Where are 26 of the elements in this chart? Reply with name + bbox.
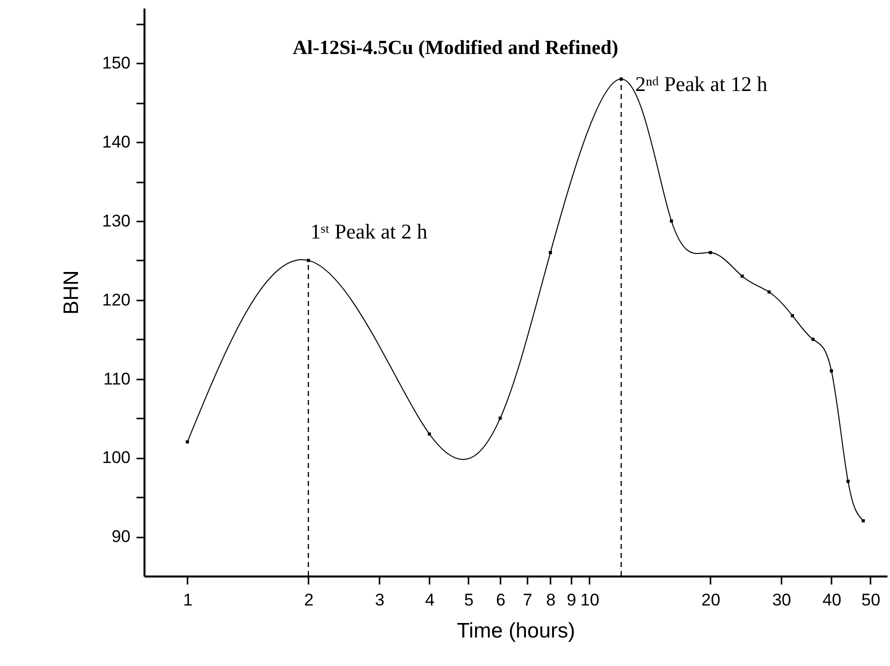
x-tick-label: 5 bbox=[464, 590, 474, 610]
x-tick-label: 8 bbox=[546, 590, 556, 610]
x-tick-label: 50 bbox=[861, 590, 880, 610]
x-tick-label: 3 bbox=[374, 590, 384, 610]
text: Al-12Si-4.5Cu (Modified and Refined) bbox=[292, 37, 618, 59]
y-tick-label: 90 bbox=[112, 527, 130, 546]
y-tick-label: 150 bbox=[102, 54, 130, 73]
y-tick-label: 140 bbox=[102, 132, 130, 152]
y-tick-label: 120 bbox=[102, 290, 130, 310]
x-tick-label: 20 bbox=[701, 590, 720, 610]
x-tick-label: 9 bbox=[566, 590, 576, 610]
x-tick-label: 6 bbox=[496, 590, 506, 610]
annotation: 2ⁿᵈ Peak at 12 h bbox=[635, 72, 768, 96]
y-tick-label: 110 bbox=[103, 369, 130, 388]
x-tick-label: 10 bbox=[580, 590, 600, 610]
y-tick-label: 100 bbox=[102, 448, 130, 468]
x-tick-label: 2 bbox=[304, 590, 314, 610]
x-tick-label: 4 bbox=[425, 590, 435, 610]
y-axis-title: BHN bbox=[60, 270, 84, 315]
x-tick-label: 30 bbox=[772, 590, 792, 610]
y-tick-label: 130 bbox=[102, 212, 130, 230]
annotation: 1ˢᵗ Peak at 2 h bbox=[310, 219, 428, 244]
x-tick-label: 1 bbox=[183, 590, 193, 610]
x-axis-title: Time (hours) bbox=[456, 620, 576, 642]
x-tick-label: 40 bbox=[822, 590, 842, 610]
x-tick-label: 7 bbox=[522, 590, 532, 610]
